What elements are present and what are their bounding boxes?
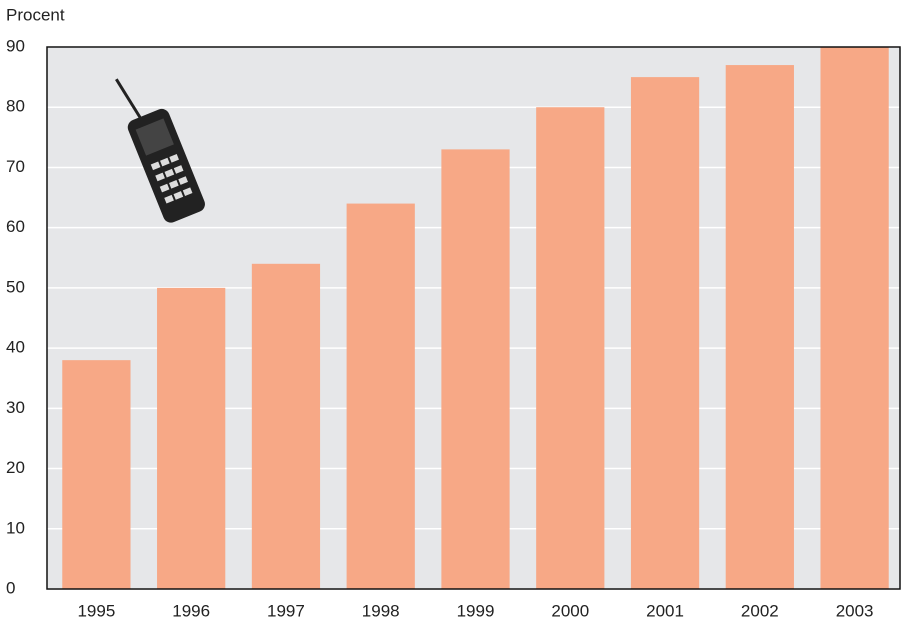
x-tick-label: 1999 (457, 601, 495, 620)
y-tick-label: 80 (6, 97, 25, 116)
bar (725, 65, 794, 590)
y-tick-label: 60 (6, 217, 25, 236)
x-tick-label: 2003 (836, 601, 874, 620)
y-tick-label: 10 (6, 518, 25, 537)
y-tick-label: 70 (6, 157, 25, 176)
plot-frame (46, 46, 901, 590)
y-tick-label: 40 (6, 338, 25, 357)
x-tick-label: 2001 (646, 601, 684, 620)
x-tick-label: 1996 (172, 601, 210, 620)
phone-illustration (115, 78, 205, 223)
y-tick-label: 0 (6, 578, 15, 597)
x-tick-label: 1998 (362, 601, 400, 620)
bar (62, 360, 131, 589)
bar (630, 77, 700, 589)
y-tick-label: 30 (6, 398, 25, 417)
x-tick-label: 2000 (551, 601, 589, 620)
bar (157, 287, 226, 589)
bar (536, 107, 605, 589)
y-axis-label: Procent (6, 5, 65, 24)
y-tick-label: 20 (6, 458, 25, 477)
x-tick-label: 1995 (77, 601, 115, 620)
bar (346, 203, 415, 590)
bar (441, 149, 510, 589)
x-tick-label: 2002 (741, 601, 779, 620)
y-tick-label: 90 (6, 36, 25, 55)
y-tick-label: 50 (6, 277, 25, 296)
bar (820, 47, 889, 589)
bar (251, 263, 321, 589)
x-tick-label: 1997 (267, 601, 305, 620)
